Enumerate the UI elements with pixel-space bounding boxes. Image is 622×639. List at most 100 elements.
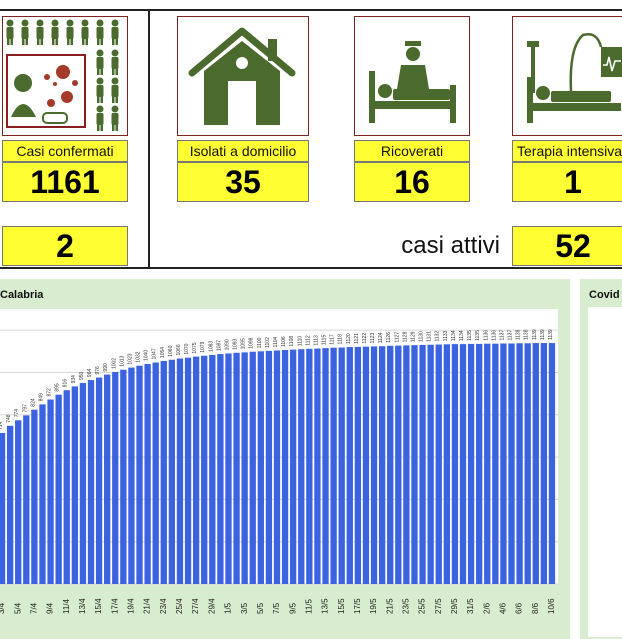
bar-value-label: 1047 bbox=[152, 348, 158, 359]
bar-value-label: 1112 bbox=[305, 335, 311, 346]
bar-value-label: 1132 bbox=[435, 331, 441, 342]
bar bbox=[346, 347, 353, 584]
chart-panel-calabria: Calabria 714 748 774 797 824 849 872 895 916 934 9… bbox=[0, 279, 570, 639]
bar bbox=[306, 348, 313, 584]
bar bbox=[136, 365, 143, 584]
bar-value-label: 1135 bbox=[475, 330, 481, 341]
x-tick-label: 7/5 bbox=[272, 602, 281, 614]
bar-value-label: 1121 bbox=[354, 333, 360, 344]
chart-title: Calabria bbox=[0, 289, 44, 301]
bar-value-label: 1133 bbox=[443, 330, 449, 341]
bar-value-label: 1134 bbox=[459, 330, 465, 341]
x-tick-label: 31/5 bbox=[466, 598, 475, 614]
hospitalized-value: 16 bbox=[354, 162, 470, 202]
bar-value-label: 1102 bbox=[265, 337, 271, 348]
bar bbox=[370, 346, 378, 584]
bar bbox=[128, 367, 135, 584]
active-cases-label: casi attivi bbox=[401, 232, 500, 259]
bar bbox=[39, 404, 46, 584]
hospital-bed-icon bbox=[354, 16, 470, 136]
house-icon bbox=[177, 16, 309, 136]
bar bbox=[0, 432, 6, 584]
bar-value-label: 950 bbox=[79, 371, 85, 380]
bar bbox=[241, 352, 248, 584]
bar-value-label: 1115 bbox=[322, 335, 328, 346]
bar-value-label: 1127 bbox=[394, 332, 400, 343]
bar bbox=[201, 355, 208, 584]
bar bbox=[23, 415, 30, 584]
bar bbox=[443, 344, 450, 584]
bottom-left-value: 2 bbox=[2, 226, 128, 266]
bar bbox=[112, 372, 119, 584]
bar-value-label: 934 bbox=[71, 375, 77, 384]
bar-value-label: 1129 bbox=[410, 331, 416, 342]
x-tick-label: 21/4 bbox=[143, 598, 152, 614]
bar bbox=[184, 357, 192, 584]
bar-value-label: 797 bbox=[22, 404, 28, 413]
bar bbox=[354, 346, 362, 584]
bar bbox=[540, 343, 548, 584]
bar bbox=[257, 351, 264, 584]
bar bbox=[403, 345, 410, 584]
bar-value-label: 1104 bbox=[273, 336, 279, 347]
bar-value-label: 1070 bbox=[184, 343, 190, 354]
x-tick-label: 9/4 bbox=[46, 602, 55, 614]
bar bbox=[176, 358, 184, 584]
x-tick-label: 23/4 bbox=[159, 598, 168, 614]
bar-value-label: 1138 bbox=[524, 329, 530, 340]
intensive-care-icon bbox=[512, 16, 622, 136]
icu-value: 1 bbox=[512, 162, 622, 202]
bar-value-label: 1118 bbox=[338, 334, 344, 345]
bar-value-label: 1136 bbox=[491, 330, 497, 341]
bar bbox=[87, 380, 95, 584]
x-tick-label: 25/4 bbox=[175, 598, 184, 614]
bar bbox=[467, 343, 475, 584]
bar bbox=[411, 345, 418, 584]
bar-value-label: 714 bbox=[0, 421, 4, 430]
bar bbox=[330, 347, 337, 584]
bar bbox=[322, 348, 329, 584]
icu-label: Terapia intensiva bbox=[512, 140, 622, 162]
x-tick-label: 6/6 bbox=[515, 602, 524, 614]
bar bbox=[314, 348, 321, 584]
bar-value-label: 1137 bbox=[499, 330, 505, 341]
bar bbox=[160, 361, 167, 584]
bar-value-label: 1135 bbox=[467, 330, 473, 341]
bar bbox=[95, 377, 103, 584]
bar-value-label: 1013 bbox=[119, 355, 125, 366]
bar bbox=[419, 344, 426, 584]
bar-value-label: 916 bbox=[63, 379, 69, 388]
bar bbox=[476, 343, 483, 584]
x-tick-label: 19/5 bbox=[369, 598, 378, 614]
bar-value-label: 872 bbox=[47, 388, 53, 397]
bar bbox=[484, 343, 491, 584]
bar bbox=[71, 386, 78, 584]
bar bbox=[395, 345, 402, 584]
bar-value-label: 1066 bbox=[176, 344, 182, 355]
crowd-virus-icon bbox=[2, 16, 128, 136]
x-tick-label: 25/5 bbox=[418, 598, 427, 614]
x-tick-label: 10/6 bbox=[547, 598, 556, 614]
summary-frame-right bbox=[148, 9, 622, 269]
bar-value-label: 1079 bbox=[200, 341, 206, 352]
bar-value-label: 1126 bbox=[386, 332, 392, 343]
bar-value-label: 1138 bbox=[516, 329, 522, 340]
bar bbox=[31, 409, 38, 584]
bar bbox=[524, 343, 531, 584]
active-cases-value: 52 bbox=[512, 226, 622, 266]
bar bbox=[532, 343, 539, 584]
bar bbox=[225, 353, 232, 584]
bar-value-label: 1113 bbox=[313, 335, 319, 346]
bar-value-label: 1120 bbox=[346, 333, 352, 344]
chart-panel-right: Covid bbox=[580, 279, 622, 639]
bar-value-label: 824 bbox=[30, 398, 36, 407]
bar-value-label: 1002 bbox=[111, 358, 117, 369]
bar-value-label: 1023 bbox=[127, 353, 133, 364]
bar bbox=[435, 344, 442, 584]
bar-value-label: 1134 bbox=[451, 330, 457, 341]
bar bbox=[152, 362, 159, 584]
bar-value-label: 990 bbox=[103, 363, 109, 372]
bar bbox=[362, 346, 370, 584]
bar bbox=[298, 349, 305, 584]
bar bbox=[548, 343, 556, 584]
